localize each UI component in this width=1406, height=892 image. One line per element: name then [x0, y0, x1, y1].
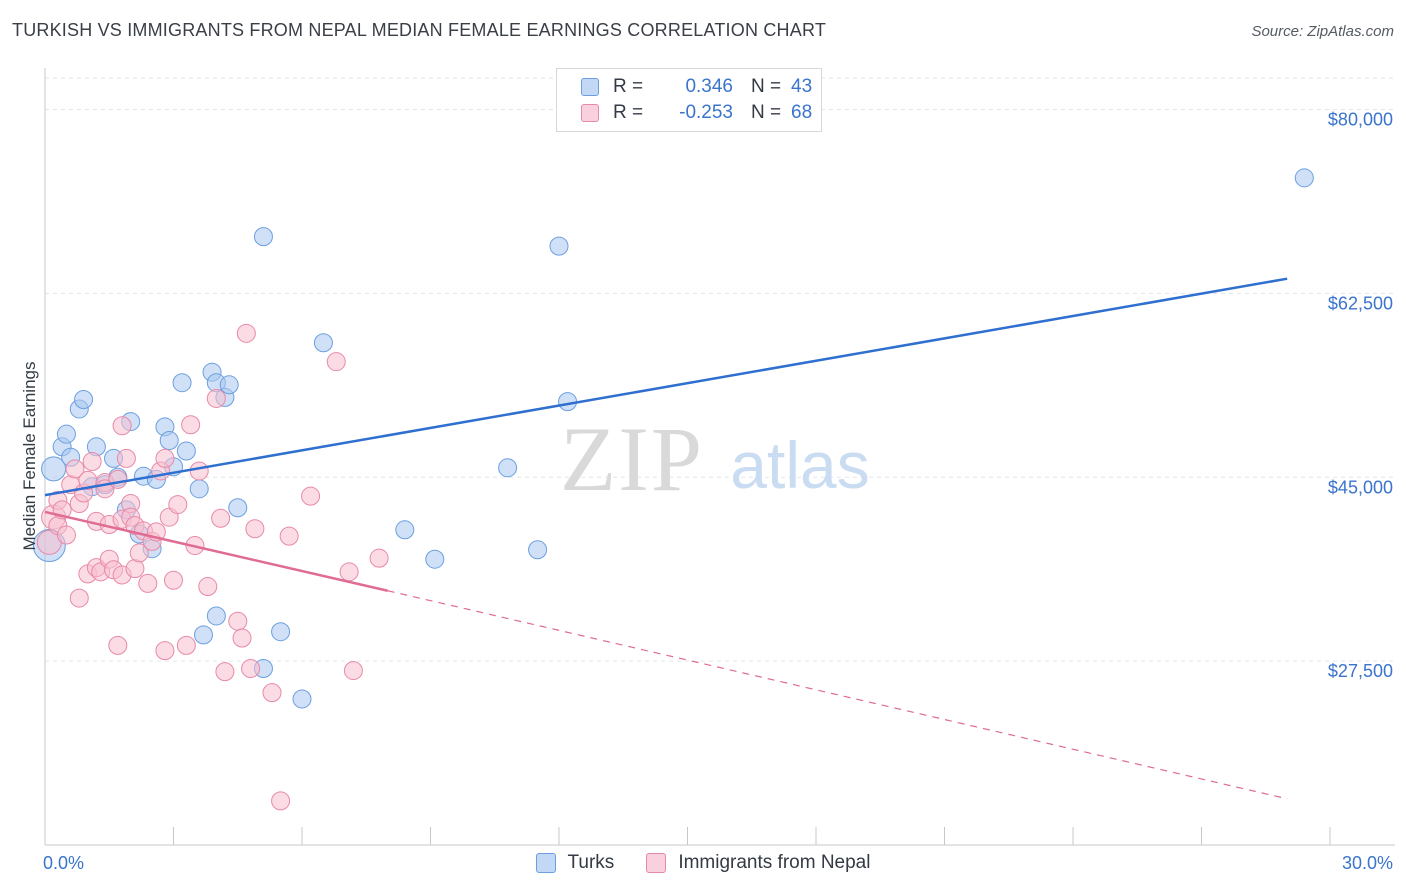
nepal-point [176, 635, 196, 655]
turks-point [74, 390, 94, 410]
nepal-point [339, 562, 359, 582]
turks-point [1294, 168, 1314, 188]
nepal-point [164, 570, 183, 590]
nepal-point [168, 495, 188, 515]
nepal-point [206, 388, 226, 408]
n-value: 68 [791, 102, 813, 123]
turks-point [549, 236, 569, 256]
nepal-swatch [581, 104, 599, 122]
turks-legend-label: Turks [567, 852, 615, 873]
n-label: N = [751, 76, 782, 97]
r-value: -0.253 [679, 102, 733, 123]
nepal-point [112, 416, 132, 436]
chart-title: TURKISH VS IMMIGRANTS FROM NEPAL MEDIAN … [12, 20, 827, 40]
y-axis-label: Median Female Earnings [20, 361, 39, 551]
turks-legend-swatch [535, 853, 556, 873]
nepal-point [215, 662, 235, 682]
nepal-point [108, 635, 128, 655]
nepal-point [301, 486, 321, 506]
turks-point [558, 392, 578, 412]
turks-swatch [581, 78, 599, 96]
r-label: R = [613, 76, 644, 97]
nepal-point [181, 415, 201, 435]
nepal-point [262, 683, 282, 703]
series-legend: Turks Immigrants from Nepal [0, 852, 1406, 874]
x-tick-label-min: 0.0% [43, 853, 84, 873]
turks-point [395, 520, 415, 540]
r-label: R = [613, 102, 644, 123]
turks-point [206, 606, 226, 626]
turks-point [271, 622, 291, 642]
y-tick-label: $80,000 [1328, 110, 1393, 130]
nepal-point [116, 448, 136, 468]
turks-point [172, 373, 192, 393]
nepal-point [228, 611, 248, 631]
turks-trend-line [44, 277, 1288, 497]
r-value: 0.346 [685, 76, 733, 97]
watermark-atlas: atlas [730, 428, 869, 502]
n-label: N = [751, 102, 782, 123]
nepal-legend-label: Immigrants from Nepal [678, 852, 871, 873]
nepal-point [108, 469, 128, 489]
y-tick-label: $45,000 [1328, 477, 1393, 497]
nepal-point [69, 588, 89, 608]
watermark-zip: ZIP [560, 408, 704, 510]
legend-row-nepal: R = -0.253 N = 68 [581, 101, 812, 125]
turks-point [313, 333, 333, 353]
nepal-point [241, 658, 261, 678]
y-tick-label: $27,500 [1328, 661, 1393, 681]
turks-point [498, 458, 518, 478]
x-tick-label-max: 30.0% [1342, 853, 1393, 873]
turks-point [228, 498, 248, 518]
n-value: 43 [791, 76, 813, 97]
legend-row-turks: R = 0.346 N = 43 [581, 75, 812, 99]
turks-point [219, 375, 239, 395]
nepal-point [326, 352, 346, 372]
turks-point [425, 549, 445, 569]
legend-item-turks: Turks [535, 852, 615, 874]
nepal-trend-extension [387, 590, 1288, 800]
turks-point [189, 479, 209, 499]
nepal-point [369, 548, 389, 568]
nepal-point [245, 519, 265, 539]
nepal-point [129, 543, 149, 563]
nepal-point [82, 452, 102, 471]
nepal-point [343, 661, 363, 681]
nepal-point [138, 573, 158, 593]
nepal-point [236, 323, 256, 343]
y-tick-label: $62,500 [1328, 293, 1393, 313]
turks-point [56, 424, 76, 444]
turks-point [292, 689, 312, 709]
correlation-legend: R = 0.346 N = 43 R = -0.253 N = 68 [556, 68, 822, 132]
nepal-point [189, 461, 209, 481]
nepal-point [211, 508, 231, 528]
nepal-point [65, 459, 85, 479]
turks-point [528, 540, 548, 560]
nepal-point [125, 559, 145, 579]
turks-point [176, 441, 196, 461]
nepal-legend-swatch [646, 853, 667, 873]
nepal-point [56, 525, 76, 545]
nepal-point [271, 791, 291, 811]
nepal-point [155, 641, 175, 661]
nepal-point [232, 628, 252, 648]
legend-item-nepal: Immigrants from Nepal [646, 852, 870, 874]
nepal-point [155, 448, 175, 468]
nepal-trend-line [44, 510, 388, 592]
nepal-point [279, 526, 299, 546]
nepal-point [198, 577, 218, 597]
turks-point [193, 625, 213, 645]
turks-point [253, 227, 273, 247]
turks-point [159, 430, 179, 450]
source-label: Source: ZipAtlas.com [1251, 23, 1394, 40]
